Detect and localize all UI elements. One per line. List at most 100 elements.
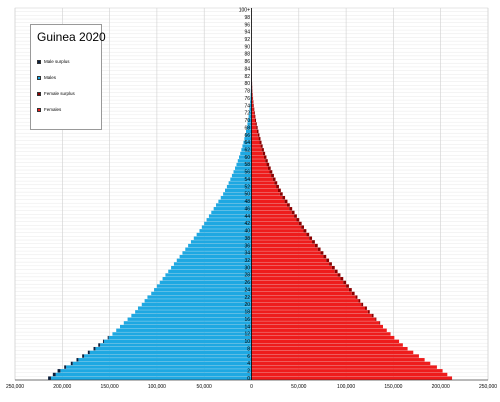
age-label: 66 <box>244 133 250 139</box>
age-labels: 0246810121416182022242628303234363840424… <box>239 8 250 382</box>
bar-males-age-31 <box>173 262 252 266</box>
legend-label-females: Females <box>44 107 62 112</box>
bar-females-age-69 <box>251 122 256 126</box>
bar-female-surplus-age-65 <box>258 137 261 141</box>
bar-female-surplus-age-59 <box>265 159 268 163</box>
bar-males-age-4 <box>72 361 252 366</box>
bar-males-age-3 <box>66 365 252 369</box>
legend-entry-males: Males <box>37 73 56 82</box>
bar-males-age-17 <box>131 313 252 318</box>
bar-male-surplus-age-3 <box>64 365 67 369</box>
bar-females-age-44 <box>251 214 295 218</box>
age-label: 92 <box>244 37 250 43</box>
age-label: 52 <box>244 184 250 190</box>
bar-female-surplus-age-60 <box>263 155 267 159</box>
bar-males-age-41 <box>201 225 252 229</box>
bar-female-surplus-age-69 <box>255 122 257 126</box>
bar-females-age-9 <box>251 343 403 347</box>
bar-females-age-68 <box>251 126 257 130</box>
bar-female-surplus-age-17 <box>371 313 374 318</box>
bar-female-surplus-age-39 <box>306 232 310 237</box>
age-label: 50 <box>244 192 250 198</box>
bar-female-surplus-age-16 <box>375 317 377 321</box>
bar-female-surplus-age-46 <box>289 207 293 211</box>
bar-females-age-21 <box>251 299 359 303</box>
bar-male-surplus-age-10 <box>102 339 104 344</box>
bar-males-age-27 <box>162 277 252 281</box>
bar-female-surplus-age-26 <box>343 280 347 285</box>
bar-females-age-31 <box>251 262 330 266</box>
bar-males-age-64 <box>243 140 252 145</box>
bar-males-age-44 <box>208 214 252 218</box>
bar-females-age-28 <box>251 273 338 277</box>
bar-females-age-55 <box>251 173 272 178</box>
bar-males-age-50 <box>223 192 252 196</box>
bar-males-age-37 <box>190 240 252 244</box>
bar-female-surplus-age-53 <box>274 181 278 185</box>
legend-swatch-female-surplus <box>37 91 41 96</box>
bar-male-surplus-age-6 <box>82 354 85 358</box>
bar-males-age-71 <box>248 114 252 119</box>
bar-males-age-32 <box>176 258 252 262</box>
bar-females-age-48 <box>251 199 285 204</box>
age-label: 74 <box>244 103 250 109</box>
bar-males-age-42 <box>204 221 252 226</box>
bar-females-age-11 <box>251 335 395 340</box>
bar-female-surplus-age-22 <box>355 295 358 299</box>
age-label: 56 <box>244 170 250 176</box>
age-label: 20 <box>244 302 250 308</box>
x-tick-label: 50,000 <box>291 384 307 390</box>
bar-females-age-22 <box>251 295 356 299</box>
bar-female-surplus-age-34 <box>320 251 324 255</box>
bar-females-age-2 <box>251 369 443 373</box>
bar-males-age-29 <box>168 269 252 274</box>
bar-female-surplus-age-47 <box>286 203 290 207</box>
x-tick-labels: 250,000 200,000 150,000 100,000 50,000 0 50,00… <box>6 384 497 390</box>
bar-males-age-45 <box>211 210 252 215</box>
age-label: 26 <box>244 280 250 286</box>
bar-males-age-24 <box>154 288 252 292</box>
bar-female-surplus-age-21 <box>358 299 361 303</box>
bar-male-surplus-age-9 <box>98 343 101 347</box>
bar-female-surplus-age-72 <box>253 111 255 115</box>
x-tick-label: 100,000 <box>337 384 355 390</box>
age-label: 38 <box>244 236 250 242</box>
bar-males-age-73 <box>249 107 252 111</box>
age-label: 48 <box>244 199 250 205</box>
legend-swatch-males <box>37 75 41 80</box>
bar-males-age-9 <box>100 343 252 347</box>
bar-females-age-30 <box>251 265 332 270</box>
x-tick-label: 50,000 <box>197 384 213 390</box>
age-label: 44 <box>244 214 250 220</box>
legend-entry-male-surplus: Male surplus <box>37 57 70 66</box>
bar-females-age-1 <box>251 372 448 377</box>
bar-males-age-13 <box>116 328 252 332</box>
age-label: 30 <box>244 265 250 271</box>
bar-males-age-25 <box>156 284 252 288</box>
bar-males-age-54 <box>230 177 252 181</box>
age-label: 14 <box>244 324 250 330</box>
bar-males-age-47 <box>216 203 252 207</box>
legend-swatch-male-surplus <box>37 59 41 64</box>
bar-females-age-76 <box>251 96 253 100</box>
bar-female-surplus-age-42 <box>298 221 302 226</box>
bar-males-age-66 <box>245 133 252 137</box>
bar-males-age-6 <box>84 354 252 358</box>
bar-males-age-11 <box>108 335 252 340</box>
age-label: 88 <box>244 52 250 58</box>
bar-females-age-27 <box>251 277 341 281</box>
bar-males-age-56 <box>233 170 252 174</box>
bar-females-age-26 <box>251 280 344 285</box>
bar-males-age-30 <box>171 265 252 270</box>
bar-females-age-4 <box>251 361 431 366</box>
bar-female-surplus-age-45 <box>291 210 295 215</box>
legend-entry-females: Females <box>37 105 61 114</box>
bar-females-age-6 <box>251 354 419 358</box>
bar-females-age-75 <box>251 100 253 104</box>
bar-males-age-74 <box>249 103 252 108</box>
age-label: 62 <box>244 148 250 154</box>
legend-swatch-females <box>37 107 41 112</box>
bar-females-age-17 <box>251 313 372 318</box>
bar-females-age-41 <box>251 225 302 229</box>
age-label: 10 <box>244 339 250 345</box>
